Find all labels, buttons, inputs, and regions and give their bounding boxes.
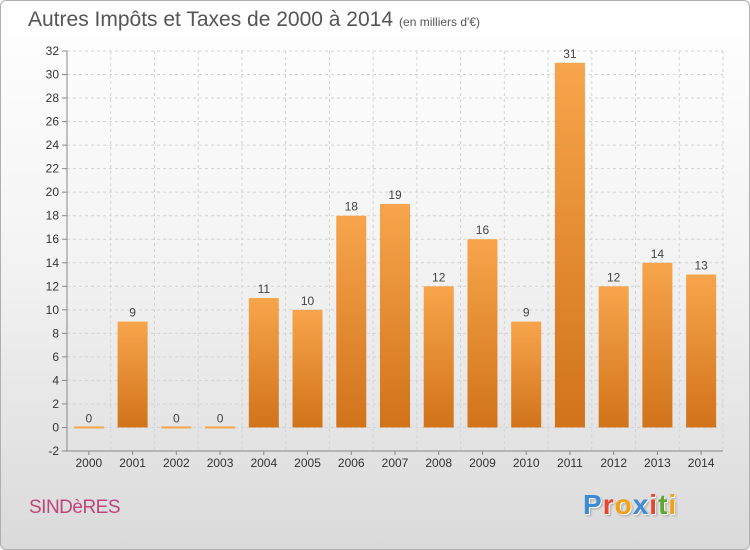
x-tick-label: 2002 — [163, 456, 190, 470]
logo-letter: P — [583, 489, 603, 520]
bar[interactable] — [205, 426, 236, 429]
bar-value-label: 31 — [563, 47, 577, 61]
bar-value-label: 0 — [86, 411, 93, 425]
x-tick-label: 2000 — [76, 456, 103, 470]
bar-value-label: 16 — [476, 223, 490, 237]
y-tick-label: 4 — [52, 373, 59, 387]
y-tick-label: 12 — [46, 279, 60, 293]
logo-letter: i — [649, 489, 659, 520]
bars — [73, 62, 717, 429]
y-tick-label: 22 — [46, 162, 60, 176]
bar[interactable] — [336, 215, 367, 428]
x-tick-label: 2010 — [513, 456, 540, 470]
bar-value-label: 13 — [694, 259, 708, 273]
x-tick-label: 2004 — [250, 456, 277, 470]
proxiti-logo[interactable]: Proxiti — [583, 489, 677, 521]
x-tick-label: 2013 — [644, 456, 671, 470]
bar-value-label: 10 — [301, 294, 315, 308]
axes — [62, 50, 723, 455]
bar[interactable] — [73, 426, 104, 429]
y-tick-label: 28 — [46, 91, 60, 105]
y-tick-label: -2 — [48, 444, 59, 458]
x-tick-label: 2012 — [600, 456, 627, 470]
bar-value-label: 19 — [388, 188, 402, 202]
bar[interactable] — [380, 203, 410, 428]
city-name: SINDèRES — [29, 497, 121, 518]
bar-value-label: 12 — [432, 270, 446, 284]
logo-letter: r — [602, 489, 615, 520]
bar-value-label: 9 — [523, 306, 530, 320]
logo-letter: t — [658, 489, 669, 520]
bar-value-label: 11 — [258, 282, 271, 296]
x-tick-label: 2006 — [338, 456, 365, 470]
y-tick-label: 16 — [46, 232, 60, 246]
x-tick-label: 2011 — [557, 456, 583, 470]
y-tick-label: 26 — [46, 115, 60, 129]
x-tick-label: 2001 — [119, 456, 146, 470]
y-tick-label: 6 — [52, 350, 59, 364]
bar[interactable] — [598, 286, 629, 428]
y-tick-label: 0 — [52, 420, 59, 434]
bar[interactable] — [467, 239, 498, 428]
bar-value-label: 9 — [129, 306, 136, 320]
bar[interactable] — [292, 309, 323, 428]
logo-letter: x — [632, 489, 650, 520]
y-tick-label: 10 — [46, 303, 60, 317]
y-tick-label: 18 — [46, 209, 60, 223]
bar[interactable] — [248, 298, 279, 428]
bar[interactable] — [554, 62, 585, 428]
bar-value-label: 18 — [345, 200, 359, 214]
bar[interactable] — [117, 321, 148, 428]
bar[interactable] — [423, 286, 454, 428]
bar-value-label: 14 — [651, 247, 665, 261]
bar-value-label: 12 — [607, 270, 621, 284]
x-tick-label: 2005 — [294, 456, 321, 470]
logo-letter: o — [614, 489, 633, 520]
x-tick-label: 2014 — [688, 456, 715, 470]
chart-title: Autres Impôts et Taxes de 2000 à 2014 (en… — [28, 8, 480, 32]
bar[interactable] — [511, 321, 542, 428]
x-tick-label: 2009 — [469, 456, 496, 470]
y-tick-label: 30 — [46, 68, 60, 82]
labels: -202468101214161820222426283032020009200… — [46, 44, 715, 470]
y-tick-label: 20 — [46, 185, 60, 199]
x-tick-label: 2008 — [425, 456, 452, 470]
bar[interactable] — [686, 274, 717, 428]
bar[interactable] — [642, 262, 673, 428]
y-tick-label: 24 — [46, 138, 60, 152]
chart-unit: (en milliers d'€) — [399, 15, 481, 29]
y-tick-label: 14 — [46, 256, 60, 270]
x-tick-label: 2007 — [382, 456, 409, 470]
bar[interactable] — [161, 426, 192, 429]
y-tick-label: 32 — [46, 44, 60, 58]
chart-title-text: Autres Impôts et Taxes de 2000 à 2014 — [28, 8, 394, 31]
logo-letter: i — [668, 489, 678, 520]
bar-value-label: 0 — [217, 411, 224, 425]
x-tick-label: 2003 — [207, 456, 234, 470]
bar-value-label: 0 — [173, 411, 180, 425]
y-tick-label: 8 — [52, 326, 59, 340]
y-tick-label: 2 — [52, 397, 59, 411]
